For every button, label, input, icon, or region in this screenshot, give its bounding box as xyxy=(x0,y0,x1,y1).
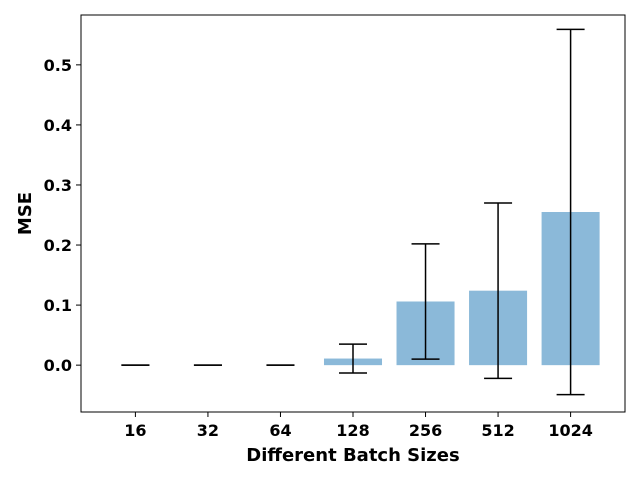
x-axis-ticks: 16 32 64 128 256 512 1024 xyxy=(124,412,593,440)
x-tick-label: 256 xyxy=(409,421,442,440)
x-tick-label: 16 xyxy=(124,421,146,440)
y-tick-label: 0.2 xyxy=(44,236,72,255)
errorbars-group xyxy=(121,28,585,396)
x-tick-label: 32 xyxy=(197,421,219,440)
y-tick-label: 0.4 xyxy=(44,116,72,135)
x-tick-label: 128 xyxy=(336,421,369,440)
y-axis-label: MSE xyxy=(15,192,36,235)
x-tick-label: 1024 xyxy=(548,421,593,440)
x-tick-label: 64 xyxy=(269,421,291,440)
y-tick-label: 0.3 xyxy=(44,176,72,195)
x-axis-label: Different Batch Sizes xyxy=(246,445,459,466)
y-tick-label: 0.0 xyxy=(44,356,72,375)
bars-group xyxy=(323,211,600,366)
y-tick-label: 0.5 xyxy=(44,56,72,75)
x-tick-label: 512 xyxy=(481,421,514,440)
y-axis-ticks: 0.0 0.1 0.2 0.3 0.4 0.5 xyxy=(44,56,81,375)
y-tick-label: 0.1 xyxy=(44,296,72,315)
